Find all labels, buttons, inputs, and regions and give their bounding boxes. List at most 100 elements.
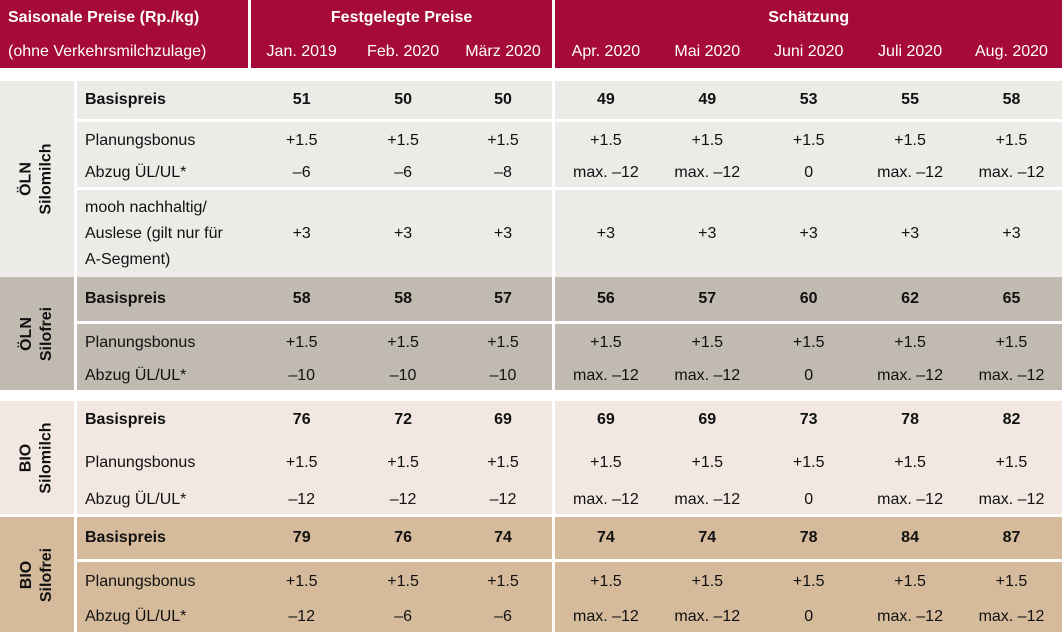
month-header: Aug. 2020 xyxy=(960,36,1062,68)
price-cell: +3 xyxy=(757,187,860,277)
month-header: Juli 2020 xyxy=(859,36,961,68)
price-cell: max. –12 xyxy=(555,602,657,632)
header-group-estimate: Schätzung xyxy=(555,0,1062,36)
month-header: Jan. 2019 xyxy=(251,36,353,68)
price-cell: 74 xyxy=(453,514,556,559)
price-cell: 50 xyxy=(352,81,454,119)
month-header: Feb. 2020 xyxy=(352,36,454,68)
price-cell: 58 xyxy=(960,81,1062,119)
table-row: Planungsbonus +1.5 +1.5 +1.5 +1.5 +1.5 +… xyxy=(0,559,1062,602)
month-header: Juni 2020 xyxy=(757,36,860,68)
row-label: Planungsbonus xyxy=(77,439,251,486)
price-cell: +1.5 xyxy=(555,559,657,602)
price-cell: 57 xyxy=(656,277,758,321)
price-cell: 62 xyxy=(859,277,961,321)
price-cell: +1.5 xyxy=(960,321,1062,362)
table-row: Planungsbonus +1.5 +1.5 +1.5 +1.5 +1.5 +… xyxy=(0,439,1062,486)
group-label-bio-silofrei: BIO Silofrei xyxy=(0,514,77,632)
price-cell: max. –12 xyxy=(656,602,758,632)
group-label-text: Silofrei xyxy=(37,306,55,361)
price-cell: max. –12 xyxy=(555,486,657,514)
price-cell: +1.5 xyxy=(960,439,1062,486)
price-cell: 72 xyxy=(352,401,454,439)
price-cell: 49 xyxy=(656,81,758,119)
table-row: Planungsbonus +1.5 +1.5 +1.5 +1.5 +1.5 +… xyxy=(0,321,1062,362)
price-cell: +3 xyxy=(656,187,758,277)
price-cell: +1.5 xyxy=(960,559,1062,602)
price-cell: max. –12 xyxy=(656,486,758,514)
price-cell: +1.5 xyxy=(352,559,454,602)
price-cell: +1.5 xyxy=(960,119,1062,159)
price-cell: +1.5 xyxy=(757,439,860,486)
table-row: mooh nachhaltig/ Auslese (gilt nur für A… xyxy=(0,187,1062,277)
price-cell: 87 xyxy=(960,514,1062,559)
table-row: Abzug ÜL/UL* –6 –6 –8 max. –12 max. –12 … xyxy=(0,159,1062,187)
price-cell: +1.5 xyxy=(859,559,961,602)
price-cell: +1.5 xyxy=(656,559,758,602)
price-cell: +1.5 xyxy=(251,119,353,159)
table-cell: mooh nachhaltig/ Auslese (gilt nur für A… xyxy=(77,187,251,277)
price-cell: max. –12 xyxy=(656,362,758,390)
price-cell: +3 xyxy=(859,187,961,277)
price-cell: +3 xyxy=(251,187,353,277)
row-label: Planungsbonus xyxy=(77,119,251,159)
price-cell: +1.5 xyxy=(757,119,860,159)
price-cell: max. –12 xyxy=(859,362,961,390)
price-cell: –6 xyxy=(352,159,454,187)
price-cell: 73 xyxy=(757,401,860,439)
price-cell: max. –12 xyxy=(960,362,1062,390)
group-label-text: ÖLN xyxy=(18,162,35,196)
price-cell: max. –12 xyxy=(555,362,657,390)
price-cell: max. –12 xyxy=(859,602,961,632)
table-title: Saisonale Preise (Rp./kg) xyxy=(0,0,251,36)
price-cell: +3 xyxy=(352,187,454,277)
price-cell: 74 xyxy=(656,514,758,559)
header-group-fixed: Festgelegte Preise xyxy=(251,0,556,36)
price-cell: –10 xyxy=(352,362,454,390)
price-cell: +1.5 xyxy=(555,119,657,159)
table-cell xyxy=(0,390,1062,401)
price-cell: +1.5 xyxy=(656,321,758,362)
price-cell: +1.5 xyxy=(555,321,657,362)
price-cell: +1.5 xyxy=(757,559,860,602)
group-label-oeln-silomilch: ÖLN Silomilch xyxy=(0,81,77,277)
table-row: BIO Silomilch Basispreis 76 72 69 69 69 7… xyxy=(0,401,1062,514)
price-cell: +1.5 xyxy=(453,119,556,159)
price-cell: 76 xyxy=(352,514,454,559)
price-cell: +1.5 xyxy=(656,119,758,159)
price-cell: 55 xyxy=(859,81,961,119)
table-row: ÖLN Silomilch Basispreis 51 50 50 49 49 5… xyxy=(0,81,1062,277)
price-cell: –10 xyxy=(453,362,556,390)
table-cell xyxy=(0,68,1062,81)
row-label: Abzug ÜL/UL* xyxy=(77,486,251,514)
price-cell: –10 xyxy=(251,362,353,390)
table-row: Abzug ÜL/UL* –12 –6 –6 max. –12 max. –12… xyxy=(0,602,1062,632)
price-cell: –12 xyxy=(251,486,353,514)
price-cell: 65 xyxy=(960,277,1062,321)
row-label: Planungsbonus xyxy=(77,559,251,602)
price-cell: +1.5 xyxy=(251,439,353,486)
table-row: BIO Silofrei Basispreis 79 76 74 74 74 78… xyxy=(0,514,1062,632)
price-cell: 58 xyxy=(352,277,454,321)
price-cell: 49 xyxy=(555,81,657,119)
group-label-text: Silomilch xyxy=(38,421,55,494)
price-cell: 76 xyxy=(251,401,353,439)
price-cell: +1.5 xyxy=(757,321,860,362)
row-label: Planungsbonus xyxy=(77,321,251,362)
price-cell: 53 xyxy=(757,81,860,119)
price-cell: +1.5 xyxy=(352,439,454,486)
price-cell: +1.5 xyxy=(453,321,556,362)
price-cell: +1.5 xyxy=(555,439,657,486)
price-cell: +1.5 xyxy=(656,439,758,486)
group-label-oeln-silofrei: ÖLN Silofrei xyxy=(0,277,77,390)
price-cell: max. –12 xyxy=(859,159,961,187)
price-cell: –12 xyxy=(352,486,454,514)
table-row: Planungsbonus +1.5 +1.5 +1.5 +1.5 +1.5 +… xyxy=(0,119,1062,159)
row-label: Abzug ÜL/UL* xyxy=(77,602,251,632)
table-row: Abzug ÜL/UL* –10 –10 –10 max. –12 max. –… xyxy=(0,362,1062,390)
price-cell: 84 xyxy=(859,514,961,559)
price-cell: 82 xyxy=(960,401,1062,439)
price-cell: –12 xyxy=(251,602,353,632)
price-cell: max. –12 xyxy=(656,159,758,187)
